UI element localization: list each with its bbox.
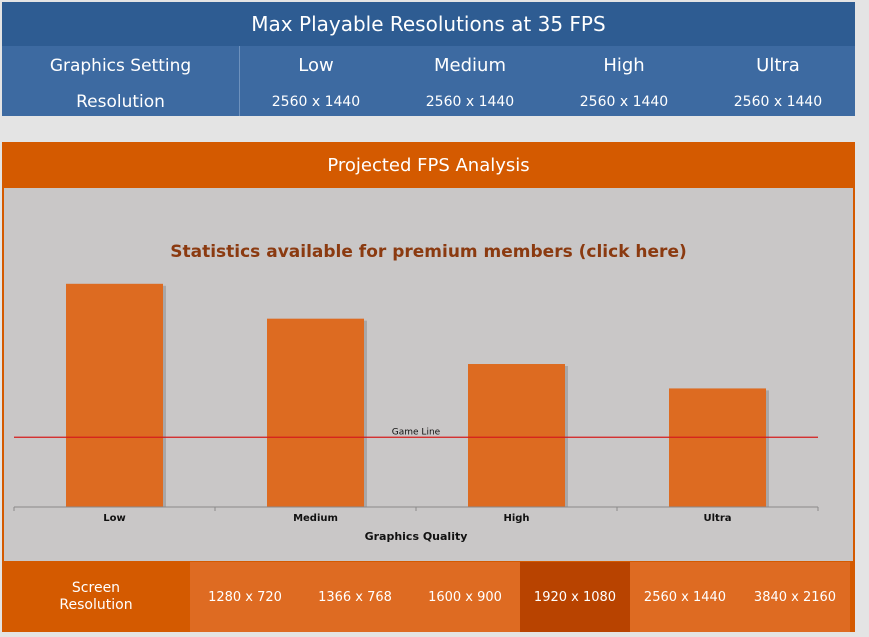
setting-ultra: Ultra — [756, 55, 800, 76]
screen-label-line2: Resolution — [59, 597, 133, 613]
resolution-option-1920x1080[interactable]: 1920 x 1080 — [520, 562, 630, 632]
projected-fps-panel: Projected FPS Analysis Low Medium High Ultr… — [2, 142, 855, 632]
bar-low — [66, 283, 163, 507]
resolution-label: Resolution — [76, 91, 165, 112]
resolution-option-1366x768[interactable]: 1366 x 768 — [300, 562, 410, 632]
resolution-options: 1280 x 720 1366 x 768 1600 x 900 1920 x 108… — [190, 562, 850, 632]
setting-high: High — [603, 55, 645, 76]
x-axis-label: Graphics Quality — [365, 530, 468, 543]
chart-area: Low Medium High Ultra Game Line Graphics Qual… — [4, 188, 853, 561]
bar-medium — [267, 318, 364, 507]
bar-high — [468, 364, 565, 507]
resolution-medium: 2560 x 1440 — [425, 93, 515, 110]
resolution-option-3840x2160[interactable]: 3840 x 2160 — [740, 562, 850, 632]
x-tick-label-ultra: Ultra — [703, 513, 731, 524]
resolution-ultra: 2560 x 1440 — [733, 93, 823, 110]
screen-resolution-label: Screen Resolution — [2, 562, 190, 632]
bar-ultra — [669, 388, 766, 507]
setting-medium: Medium — [434, 55, 506, 76]
max-playable-resolutions-panel: Max Playable Resolutions at 35 FPS Graph… — [2, 2, 855, 116]
resolution-option-1600x900[interactable]: 1600 x 900 — [410, 562, 520, 632]
screen-label-line1: Screen — [71, 580, 121, 596]
graphics-setting-row: Graphics Setting Low Medium High Ultra — [2, 48, 855, 83]
resolution-row: Resolution 2560 x 1440 2560 x 1440 2560 … — [2, 84, 855, 119]
premium-link[interactable]: Statistics available for premium members… — [170, 242, 687, 262]
resolution-high: 2560 x 1440 — [579, 93, 669, 110]
setting-low: Low — [298, 55, 334, 76]
x-tick-label-high: High — [503, 513, 529, 524]
fps-bar-chart: Low Medium High Ultra Game Line Graphics Qual… — [13, 283, 819, 543]
resolution-option-2560x1440[interactable]: 2560 x 1440 — [630, 562, 740, 632]
game-line-label: Game Line — [392, 427, 441, 437]
x-tick-label-low: Low — [103, 513, 125, 524]
x-tick-label-medium: Medium — [293, 513, 338, 524]
resolution-low: 2560 x 1440 — [271, 93, 361, 110]
screen-resolution-selector: Screen Resolution 1280 x 720 1366 x 768 160… — [2, 562, 855, 632]
graphics-setting-label: Graphics Setting — [49, 55, 192, 76]
panel-title: Max Playable Resolutions at 35 FPS — [2, 2, 855, 46]
fps-panel-title: Projected FPS Analysis — [327, 154, 530, 176]
column-divider — [239, 46, 240, 116]
resolution-option-1280x720[interactable]: 1280 x 720 — [190, 562, 300, 632]
